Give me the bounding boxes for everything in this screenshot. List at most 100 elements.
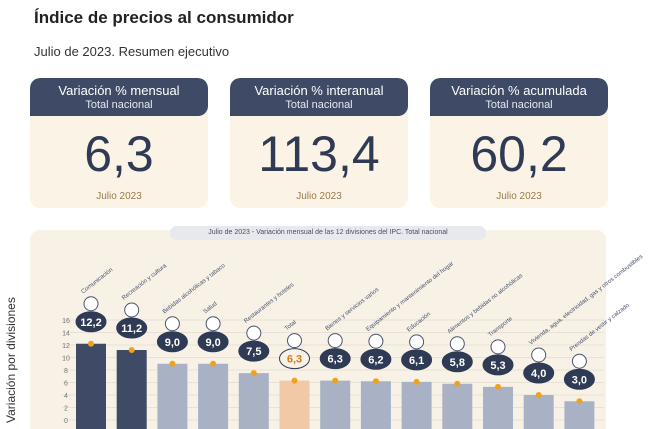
- value-bubble: [523, 362, 555, 384]
- card-monthly: Variación % mensual Total nacional 6,3 J…: [30, 78, 208, 208]
- y-tick-label: 4: [64, 393, 68, 400]
- y-tick-label: 8: [64, 368, 68, 375]
- category-icon: [287, 333, 302, 349]
- value-label: 5,3: [490, 360, 505, 372]
- y-tick-label: 12: [62, 343, 70, 350]
- value-bubble: [116, 317, 148, 339]
- value-bubble: [482, 354, 514, 376]
- card-header: Variación % mensual Total nacional: [30, 78, 208, 116]
- value-bubble: [156, 331, 188, 353]
- bar-dot: [250, 370, 257, 377]
- card-yearly: Variación % interanual Total nacional 11…: [230, 78, 408, 208]
- category-label: Equipamiento y mantenimiento del hogar: [365, 261, 455, 333]
- value-label: 4,0: [531, 368, 546, 380]
- bar-dot: [88, 340, 94, 347]
- bar-dot: [413, 378, 420, 385]
- value-label: 9,0: [165, 337, 180, 349]
- bar-dot: [291, 377, 298, 384]
- value-label: 6,3: [287, 354, 302, 366]
- y-tick-label: 14: [62, 331, 70, 338]
- category-label: Salud: [203, 301, 219, 315]
- page-title: Índice de precios al consumidor: [34, 8, 294, 27]
- card-footer: Julio 2023: [496, 191, 542, 202]
- value-label: 6,1: [409, 355, 424, 367]
- card-value: 60,2: [470, 126, 568, 182]
- bar: [401, 381, 432, 429]
- value-label: 9,0: [205, 337, 220, 349]
- bar: [198, 363, 229, 429]
- value-label: 3,0: [572, 374, 587, 386]
- card-label: Variación % acumulada: [451, 83, 587, 98]
- category-label: Recreación y cultura: [121, 263, 168, 302]
- bar: [320, 380, 351, 429]
- value-label: 7,5: [246, 346, 261, 358]
- card-accumulated: Variación % acumulada Total nacional 60,…: [430, 78, 608, 208]
- card-label: Variación % interanual: [254, 83, 384, 98]
- card-sublabel: Total nacional: [285, 99, 353, 111]
- y-tick-label: 6: [64, 381, 68, 388]
- bar-dot: [210, 360, 217, 367]
- card-label: Variación % mensual: [58, 83, 180, 98]
- bar-dot: [495, 383, 501, 390]
- value-label: 6,2: [368, 354, 383, 366]
- category-icon: [83, 296, 99, 312]
- category-label: Comunicación: [81, 267, 115, 295]
- card-value: 113,4: [258, 126, 380, 182]
- bar: [157, 363, 188, 429]
- category-icon: [124, 302, 140, 318]
- category-icon: [531, 347, 547, 363]
- chart-title: Julio de 2023 - Variación mensual de las…: [170, 226, 486, 240]
- bar: [564, 401, 595, 429]
- card-header: Variación % acumulada Total nacional: [430, 78, 608, 116]
- card-header: Variación % interanual Total nacional: [230, 78, 408, 116]
- bar: [116, 350, 147, 429]
- category-icon: [164, 316, 180, 332]
- card-footer: Julio 2023: [96, 191, 142, 202]
- value-label: 11,2: [121, 323, 142, 335]
- value-bubble: [279, 348, 310, 370]
- bar: [238, 373, 269, 429]
- bar-dot: [535, 392, 542, 398]
- page-subtitle: Julio de 2023. Resumen ejecutivo: [34, 44, 230, 59]
- bar: [279, 380, 310, 429]
- category-icon: [327, 333, 343, 349]
- value-label: 6,3: [328, 354, 343, 366]
- card-sublabel: Total nacional: [485, 99, 553, 111]
- value-bubble: [563, 368, 595, 390]
- category-icon: [571, 353, 587, 369]
- bar: [76, 343, 106, 429]
- category-icon: [205, 316, 221, 332]
- value-bubble: [319, 348, 351, 370]
- value-bubble: [360, 348, 392, 370]
- value-label: 5,8: [450, 357, 465, 369]
- bar-dot: [128, 347, 135, 353]
- y-tick-label: 16: [62, 318, 70, 325]
- bar-dot: [169, 360, 176, 367]
- category-label: Educación: [406, 311, 432, 333]
- y-tick-label: 10: [62, 356, 70, 363]
- bar-dot: [372, 378, 379, 385]
- card-sublabel: Total nacional: [85, 99, 153, 111]
- category-label: Alimentos y bebidas no alcohólicas: [447, 273, 524, 335]
- value-bubble: [441, 351, 473, 373]
- value-bubble: [75, 311, 107, 333]
- card-footer: Julio 2023: [296, 191, 342, 202]
- category-icon: [368, 333, 384, 349]
- bar-dot: [454, 380, 461, 387]
- bar: [523, 395, 554, 429]
- category-label: Bebidas alcohólicas y tabaco: [162, 263, 227, 316]
- category-icon: [490, 339, 506, 355]
- bar-dot: [576, 398, 583, 405]
- value-bubble: [197, 331, 229, 353]
- bar: [442, 383, 473, 429]
- value-bubble: [238, 340, 270, 362]
- y-tick-label: 2: [64, 406, 68, 413]
- bar: [483, 386, 513, 429]
- bar-dot: [332, 377, 339, 384]
- card-value: 6,3: [84, 126, 154, 182]
- category-label: Restaurantes y hoteles: [243, 282, 295, 325]
- bar: [360, 381, 391, 429]
- value-label: 12,2: [80, 317, 101, 329]
- category-icon: [246, 325, 262, 341]
